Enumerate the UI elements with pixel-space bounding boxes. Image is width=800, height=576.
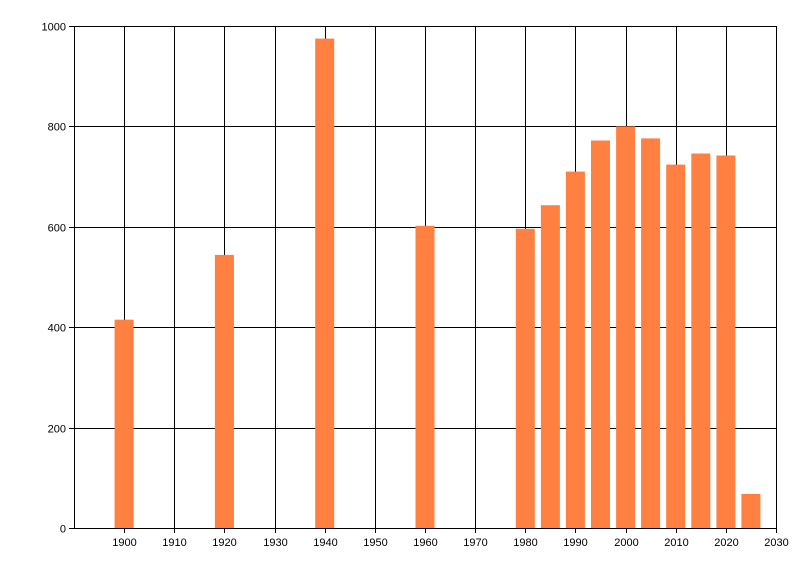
bar-1990 (565, 171, 585, 528)
bar-2020 (716, 155, 736, 528)
x-tick-label-1970: 1970 (463, 537, 487, 549)
bar-1900 (114, 319, 134, 528)
x-tick-label-1950: 1950 (363, 537, 387, 549)
y-tick-label-600: 600 (48, 223, 66, 235)
x-tick-label-2000: 2000 (614, 537, 638, 549)
bar-2000 (616, 126, 636, 529)
bar-2025 (741, 493, 761, 528)
bar-1940 (315, 38, 335, 528)
bar-1920 (214, 254, 234, 528)
x-tick-label-1920: 1920 (212, 537, 236, 549)
bar-1980 (515, 228, 535, 529)
bar-2005 (641, 138, 661, 528)
x-tick-label-2020: 2020 (714, 537, 738, 549)
bar-2010 (666, 164, 686, 528)
y-tick-label-800: 800 (48, 122, 66, 134)
y-tick-label-1000: 1000 (42, 22, 66, 34)
x-tick-label-1930: 1930 (263, 537, 287, 549)
bar-1960 (415, 225, 435, 529)
bars (114, 38, 761, 529)
y-tick-label-0: 0 (60, 524, 66, 536)
axes (69, 26, 777, 533)
bar-2015 (691, 153, 711, 528)
x-tick-label-1990: 1990 (563, 537, 587, 549)
y-tick-label-200: 200 (48, 424, 66, 436)
bar-1985 (540, 205, 560, 528)
x-tick-label-1960: 1960 (413, 537, 437, 549)
x-tick-label-1980: 1980 (513, 537, 537, 549)
x-tick-label-1910: 1910 (162, 537, 186, 549)
x-tick-label-2030: 2030 (764, 537, 788, 549)
x-tick-label-2010: 2010 (664, 537, 688, 549)
bar-1995 (591, 140, 610, 528)
x-tick-label-1940: 1940 (313, 537, 337, 549)
y-tick-label-400: 400 (48, 323, 66, 335)
x-tick-label-1900: 1900 (112, 537, 136, 549)
tick-labels: 0 200 400 600 800 1000 1900 1910 1920 1930 1940 195… (42, 22, 789, 550)
